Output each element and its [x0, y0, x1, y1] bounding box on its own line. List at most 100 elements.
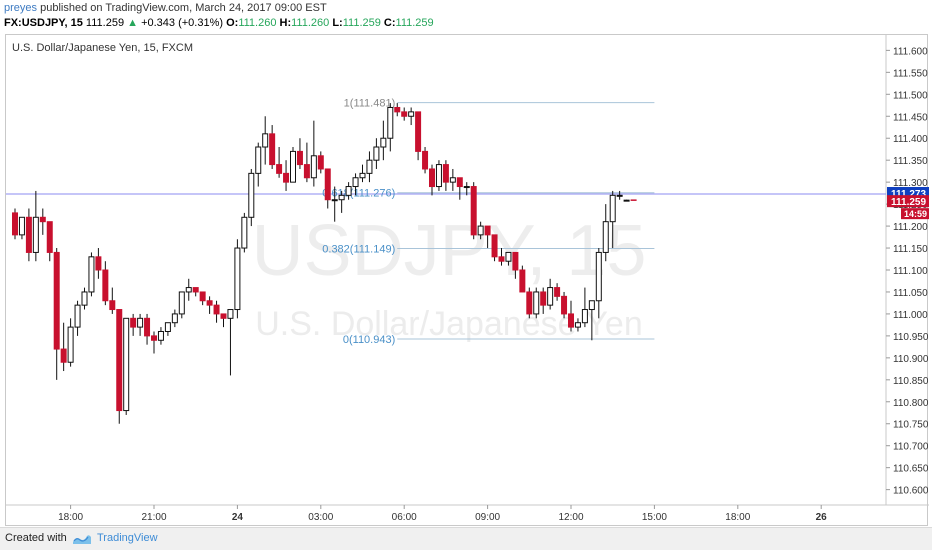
candle-body[interactable]: [498, 256, 505, 262]
candle-body[interactable]: [519, 269, 526, 293]
fib-level-label: 0(110.943): [343, 334, 395, 346]
candle-body[interactable]: [248, 172, 255, 218]
candle-body[interactable]: [53, 251, 60, 350]
candle-body[interactable]: [401, 111, 408, 117]
candle-body[interactable]: [505, 251, 512, 262]
candle-body[interactable]: [213, 304, 220, 315]
candle-body[interactable]: [171, 313, 178, 324]
candle-body[interactable]: [324, 168, 331, 201]
time-tick-label: 12:00: [558, 512, 583, 523]
candle-body[interactable]: [137, 317, 144, 328]
candle-body[interactable]: [130, 317, 137, 328]
candle-body[interactable]: [456, 177, 463, 188]
candle-body[interactable]: [234, 247, 241, 311]
candle-body[interactable]: [199, 291, 206, 302]
candle-body[interactable]: [178, 291, 185, 315]
candle-body[interactable]: [46, 221, 53, 253]
candle-body[interactable]: [491, 234, 498, 258]
candle-body[interactable]: [554, 287, 561, 297]
candle-body[interactable]: [18, 216, 25, 236]
candle-body[interactable]: [568, 313, 574, 328]
candle-body[interactable]: [255, 146, 262, 174]
candle-body[interactable]: [32, 216, 39, 253]
candle-body[interactable]: [262, 133, 269, 148]
candle-body[interactable]: [533, 291, 540, 315]
candle-body[interactable]: [60, 348, 67, 363]
candle-body[interactable]: [394, 106, 401, 113]
candle-body[interactable]: [449, 177, 456, 183]
tradingview-brand[interactable]: TradingView: [97, 532, 158, 544]
candle-body[interactable]: [290, 150, 296, 183]
candle-body[interactable]: [442, 164, 449, 183]
candle-body[interactable]: [102, 269, 109, 302]
candle-body[interactable]: [220, 313, 227, 319]
candle-body[interactable]: [422, 150, 429, 170]
candle-body[interactable]: [12, 212, 18, 236]
price-tick-label: 111.050: [893, 288, 928, 299]
candle-body[interactable]: [345, 186, 352, 196]
candle-body[interactable]: [269, 133, 276, 166]
candle-body[interactable]: [387, 106, 394, 139]
candle-body[interactable]: [192, 287, 199, 293]
candle-body[interactable]: [283, 172, 290, 183]
candle-body[interactable]: [123, 317, 130, 412]
candle-body[interactable]: [547, 287, 554, 306]
author-link[interactable]: preyes: [4, 2, 38, 14]
candle-body[interactable]: [116, 309, 123, 412]
candle-body[interactable]: [81, 291, 88, 306]
candle-body[interactable]: [595, 251, 602, 302]
candle-body[interactable]: [310, 155, 317, 179]
candle-body[interactable]: [526, 291, 533, 315]
candle-body[interactable]: [25, 216, 32, 253]
candle-body[interactable]: [484, 225, 491, 236]
candle-body[interactable]: [185, 287, 192, 293]
candle-body[interactable]: [227, 309, 234, 319]
candle-body[interactable]: [435, 164, 442, 188]
candle-body[interactable]: [429, 168, 435, 188]
candle-body[interactable]: [206, 300, 213, 306]
candle-body[interactable]: [338, 194, 345, 201]
candle-body[interactable]: [331, 199, 338, 202]
candle-body[interactable]: [241, 216, 248, 249]
candle-body[interactable]: [109, 300, 116, 311]
candle-body[interactable]: [296, 150, 303, 166]
candle-body[interactable]: [95, 256, 102, 271]
candle-body[interactable]: [39, 216, 46, 223]
candle-body[interactable]: [602, 221, 609, 253]
candle-body[interactable]: [623, 199, 630, 202]
candle-body[interactable]: [303, 164, 310, 179]
chart-title: U.S. Dollar/Japanese Yen, 15, FXCM: [12, 42, 193, 54]
candle-body[interactable]: [588, 300, 595, 311]
candle-body[interactable]: [164, 322, 171, 332]
candle-body[interactable]: [317, 155, 324, 170]
candle-body[interactable]: [415, 111, 422, 152]
candle-body[interactable]: [74, 304, 81, 328]
candle-body[interactable]: [373, 146, 380, 161]
candle-body[interactable]: [581, 309, 588, 324]
candle-body[interactable]: [463, 186, 470, 189]
candle-body[interactable]: [561, 295, 568, 315]
tradingview-logo-icon[interactable]: [72, 532, 92, 546]
candle-body[interactable]: [359, 172, 366, 179]
candle-body[interactable]: [512, 251, 519, 271]
candle-body[interactable]: [352, 177, 359, 188]
candle-body[interactable]: [574, 322, 581, 328]
candle-body[interactable]: [616, 194, 623, 197]
candle-body[interactable]: [276, 164, 283, 174]
candle-body[interactable]: [151, 335, 157, 341]
candle-body[interactable]: [67, 326, 74, 363]
candle-body[interactable]: [157, 330, 164, 341]
chart-frame[interactable]: USDJPY, 15 U.S. Dollar/Japanese Yen 111.60…: [5, 34, 929, 527]
candle-body[interactable]: [88, 256, 95, 293]
candle-body[interactable]: [366, 159, 373, 174]
candle-body[interactable]: [380, 137, 387, 148]
candle-body[interactable]: [477, 225, 484, 236]
close-label: C:: [380, 17, 396, 29]
candle-body[interactable]: [408, 111, 415, 117]
candle-body[interactable]: [540, 291, 547, 306]
price-chart[interactable]: USDJPY, 15U.S. Dollar/Japanese Yen111.60…: [6, 35, 929, 527]
candle-body[interactable]: [470, 186, 477, 236]
countdown-badge: [901, 208, 929, 220]
candle-body[interactable]: [609, 194, 616, 223]
candle-body[interactable]: [144, 317, 151, 337]
